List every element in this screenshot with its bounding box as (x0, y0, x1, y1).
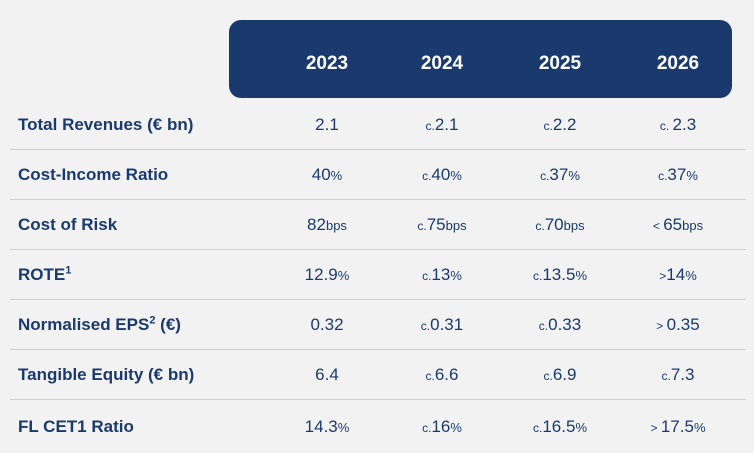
row-divider (10, 149, 746, 150)
value-cell-2025: c.16.5% (533, 417, 587, 436)
value-cell-2026: c.37% (658, 165, 698, 184)
value-cell-2026: >14% (659, 265, 697, 284)
metric-label: Cost of Risk (18, 215, 118, 234)
metric-label: Normalised EPS2 (€) (18, 314, 181, 334)
metric-label: ROTE1 (18, 264, 72, 284)
value-cell-2025: c.37% (540, 165, 580, 184)
value-cell-2023: 82bps (307, 215, 347, 234)
value-cell-2024: c.2.1 (425, 115, 459, 134)
value-cell-2024: c.16% (422, 417, 462, 436)
value-cell-2026: > 0.35 (656, 315, 700, 334)
value-cell-2023: 6.4 (315, 365, 339, 384)
value-cell-2026: c. 2.3 (659, 115, 697, 134)
year-header-2024: 2024 (420, 53, 464, 74)
value-cell-2026: > 17.5% (650, 417, 706, 436)
value-cell-2026: < 65bps (652, 215, 704, 234)
table-row: Tangible Equity (€ bn) 6.4 c.6.6 c.6.9 c… (0, 350, 754, 400)
value-cell-2023: 14.3% (304, 417, 350, 436)
year-header-2026: 2026 (656, 53, 700, 74)
row-divider (10, 199, 746, 200)
metric-label: Total Revenues (€ bn) (18, 115, 194, 134)
value-cell-2025: c.6.9 (543, 365, 577, 384)
metric-label: Cost-Income Ratio (18, 165, 169, 184)
value-cell-2025: c.2.2 (543, 115, 577, 134)
value-cell-2025: c.13.5% (533, 265, 587, 284)
value-cell-2025: c.70bps (535, 215, 585, 234)
table-row: Cost of Risk 82bps c.75bps c.70bps < 65b… (0, 200, 754, 250)
table-row: ROTE1 12.9% c.13% c.13.5% >14% (0, 250, 754, 300)
value-cell-2023: 0.32 (310, 315, 344, 334)
row-divider (10, 299, 746, 300)
metric-label: Tangible Equity (€ bn) (18, 365, 195, 384)
row-divider (10, 349, 746, 350)
value-cell-2023: 2.1 (315, 115, 339, 134)
value-cell-2023: 12.9% (304, 265, 350, 284)
year-header-2023: 2023 (305, 53, 349, 74)
value-cell-2024: c.0.31 (420, 315, 464, 334)
year-header-2025: 2025 (538, 53, 582, 74)
table-row: Normalised EPS2 (€) 0.32 c.0.31 c.0.33 >… (0, 300, 754, 350)
table-row: Total Revenues (€ bn) 2.1 c.2.1 c.2.2 c.… (0, 100, 754, 150)
row-divider (10, 399, 746, 400)
value-cell-2026: c.7.3 (661, 365, 695, 384)
row-divider (10, 249, 746, 250)
value-cell-2024: c.13% (422, 265, 462, 284)
table-row: Cost-Income Ratio 40% c.40% c.37% c.37% (0, 150, 754, 200)
value-cell-2023: 40% (311, 165, 343, 184)
value-cell-2024: c.75bps (417, 215, 467, 234)
value-cell-2025: c.0.33 (538, 315, 582, 334)
year-header-bar (229, 20, 732, 98)
value-cell-2024: c.40% (422, 165, 462, 184)
value-cell-2024: c.6.6 (425, 365, 459, 384)
table-row: FL CET1 Ratio 14.3% c.16% c.16.5% > 17.5… (0, 402, 754, 445)
metric-label: FL CET1 Ratio (18, 417, 134, 436)
